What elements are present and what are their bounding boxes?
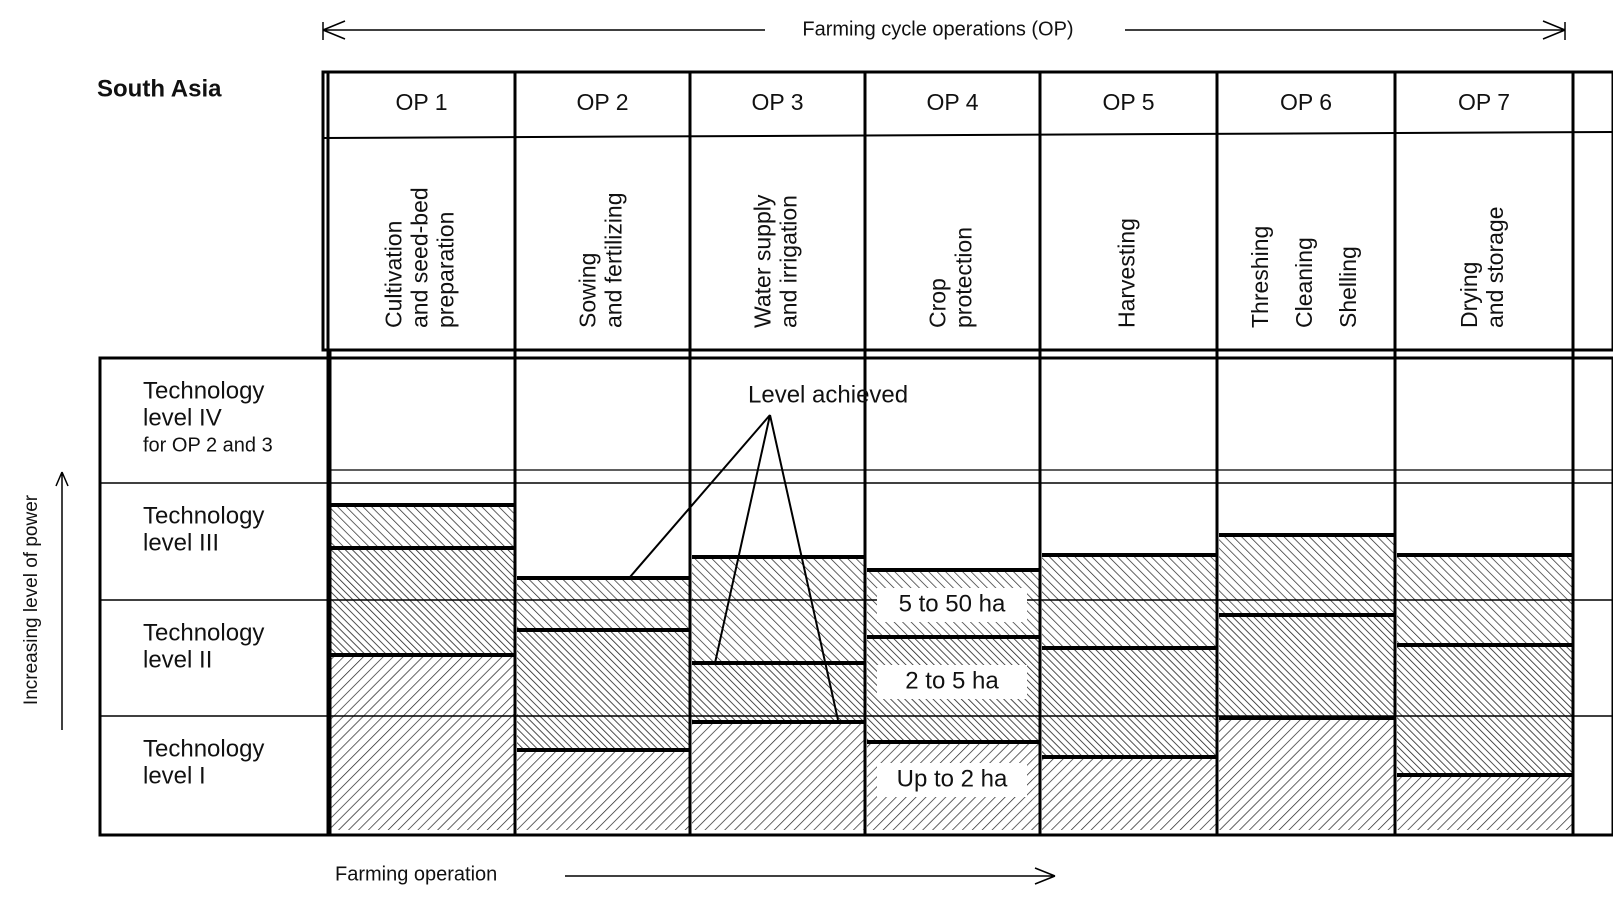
ops-frame [321, 70, 1613, 352]
level-label: for OP 2 and 3 [143, 434, 273, 456]
level-label: level II [143, 646, 212, 673]
x-arrow [565, 867, 1056, 885]
farm-size: Up to 2 ha [897, 765, 1008, 792]
level-label: level I [143, 762, 206, 789]
y-axis-label: Increasing level of power [21, 494, 42, 705]
hatch-band [330, 655, 515, 830]
hatch-band [692, 663, 865, 722]
y-arrow [55, 471, 69, 730]
op-name: Crop [925, 278, 951, 328]
op-name: Drying [1456, 262, 1482, 328]
top-arrow [322, 20, 1566, 40]
header-title: Farming cycle operations (OP) [802, 18, 1073, 40]
hatch-band [1219, 615, 1395, 718]
level-label: level III [143, 529, 219, 556]
op-name: preparation [433, 212, 459, 328]
op-name: Sowing [575, 253, 601, 328]
op-id: OP 1 [396, 89, 448, 115]
op-name: Harvesting [1114, 218, 1140, 328]
hatch-band [692, 722, 865, 830]
region: South Asia [97, 75, 222, 102]
op-id: OP 2 [577, 89, 629, 115]
hatch-band [692, 557, 865, 663]
hatch-band [517, 750, 690, 830]
op-name: Shelling [1335, 246, 1361, 328]
farm-size-bg [877, 665, 1027, 699]
farm-size: 2 to 5 ha [905, 667, 999, 694]
hatch-band [1219, 535, 1395, 615]
farm-size-bg [877, 588, 1027, 622]
hatch-band [1042, 757, 1217, 830]
op-name: Cleaning [1291, 237, 1317, 328]
level-label: Technology [143, 377, 264, 404]
hatch-band [517, 630, 690, 750]
level-label: Technology [143, 502, 264, 529]
op-id: OP 5 [1103, 89, 1155, 115]
level-label: Technology [143, 735, 264, 762]
hatch-band [330, 548, 515, 655]
hatch-band [1042, 648, 1217, 757]
farm-size-bg [877, 763, 1027, 797]
farm-size: 5 to 50 ha [899, 590, 1006, 617]
op-name: protection [951, 227, 977, 328]
op-id: OP 4 [927, 89, 979, 115]
shapes [55, 20, 1613, 885]
hatch-band [1042, 555, 1217, 648]
op-id: OP 3 [752, 89, 804, 115]
op-name: and seed-bed [407, 187, 433, 328]
op-name: Cultivation [381, 221, 407, 328]
level-label: Technology [143, 619, 264, 646]
op-name: Threshing [1247, 226, 1273, 328]
level-label: level IV [143, 404, 222, 431]
hatch-band [330, 505, 515, 548]
op-name: Water supply [750, 194, 776, 328]
hatch-band [1219, 718, 1395, 830]
pointer [629, 414, 839, 721]
hatch-band [1397, 775, 1573, 830]
ops-row-line [322, 131, 1613, 139]
hatch-band [1397, 645, 1573, 775]
op-name: and storage [1482, 207, 1508, 328]
op-id: OP 7 [1458, 89, 1510, 115]
op-name: and fertilizing [601, 192, 627, 328]
annotation: Level achieved [748, 381, 908, 408]
levels-frame [98, 356, 1613, 837]
op-name: and irrigation [776, 195, 802, 328]
op-id: OP 6 [1280, 89, 1332, 115]
hatch-band [517, 578, 690, 630]
x-axis-label: Farming operation [335, 863, 497, 885]
